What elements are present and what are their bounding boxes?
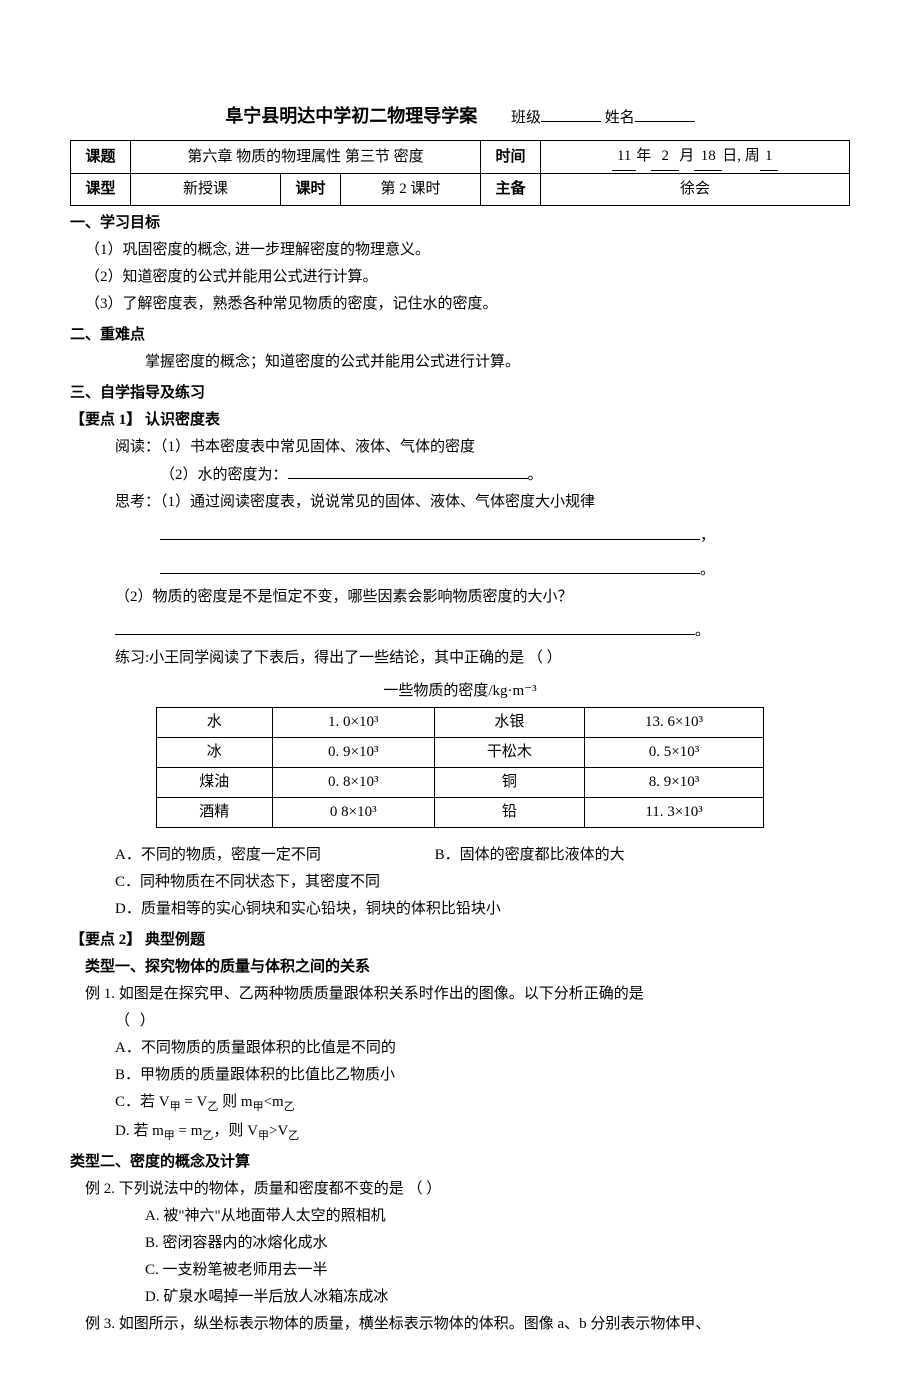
period-value: 第 2 课时 — [341, 174, 481, 206]
ex2-B: B. 密闭容器内的冰熔化成水 — [145, 1230, 850, 1257]
read-label: 阅读： — [115, 439, 160, 455]
section-3-heading: 三、自学指导及练习 — [70, 380, 850, 407]
topic-label: 课题 — [71, 141, 131, 174]
page-title-row: 阜宁县明达中学初二物理导学案 班级 姓名 — [70, 100, 850, 132]
water-density-blank — [288, 461, 528, 479]
table-row: 冰 0. 9×10³ 干松木 0. 5×10³ — [156, 738, 763, 768]
practice-line: 练习:小王同学阅读了下表后，得出了一些结论，其中正确的是 （ ） — [115, 645, 850, 672]
meta-table: 课题 第六章 物质的物理属性 第三节 密度 时间 11 年 2 月 18 日, … — [70, 140, 850, 206]
comma-1: ， — [700, 528, 715, 544]
period-label: 课时 — [281, 174, 341, 206]
s1-p2: （2）知道密度的公式并能用公式进行计算。 — [85, 264, 850, 291]
ex1-B: B．甲物质的质量跟体积的比值比乙物质小 — [115, 1062, 850, 1089]
section-2-heading: 二、重难点 — [70, 322, 850, 349]
table-row: 煤油 0. 8×10³ 铜 8. 9×10³ — [156, 768, 763, 798]
dt-r2c2: 铜 — [434, 768, 584, 798]
meta-row-1: 课题 第六章 物质的物理属性 第三节 密度 时间 11 年 2 月 18 日, … — [71, 141, 850, 174]
dt-r3c1: 0 8×10³ — [272, 798, 434, 828]
meta-row-2: 课型 新授课 课时 第 2 课时 主备 徐会 — [71, 174, 850, 206]
mc1-A: A．不同的物质，密度一定不同 — [115, 842, 321, 869]
day-val: 18 — [694, 143, 722, 171]
dt-r1c3: 0. 5×10³ — [584, 738, 763, 768]
time-value: 11 年 2 月 18 日, 周 1 — [541, 141, 850, 174]
think-line-1: 思考：（1）通过阅读密度表，说说常见的固体、液体、气体密度大小规律 — [115, 489, 850, 516]
type-value: 新授课 — [131, 174, 281, 206]
think-label: 思考： — [115, 494, 160, 510]
name-blank — [635, 121, 695, 122]
table-row: 酒精 0 8×10³ 铅 11. 3×10³ — [156, 798, 763, 828]
type-1-heading: 类型一、探究物体的质量与体积之间的关系 — [85, 954, 850, 981]
class-label: 班级 — [511, 110, 541, 126]
read-2-pre: （2）水的密度为： — [160, 467, 288, 483]
density-table-caption: 一些物质的密度/kg·m⁻³ — [70, 678, 850, 705]
read-line-1: 阅读：（1）书本密度表中常见固体、液体、气体的密度 — [115, 434, 850, 461]
ex2-stem: 例 2. 下列说法中的物体，质量和密度都不变的是 （ ） — [85, 1176, 850, 1203]
read-line-2: （2）水的密度为： 。 — [160, 461, 850, 489]
ex1-stem: 例 1. 如图是在探究甲、乙两种物质质量跟体积关系时作出的图像。以下分析正确的是 — [85, 981, 850, 1008]
table-row: 水 1. 0×10³ 水银 13. 6×10³ — [156, 708, 763, 738]
dt-r2c0: 煤油 — [156, 768, 272, 798]
period-1: 。 — [700, 562, 715, 578]
section-1-heading: 一、学习目标 — [70, 210, 850, 237]
s2-p1: 掌握密度的概念；知道密度的公式并能用公式进行计算。 — [145, 349, 850, 376]
ex1-D: D. 若 m甲 = m乙，则 V甲>V乙 — [115, 1118, 850, 1147]
think-1: （1）通过阅读密度表，说说常见的固体、液体、气体密度大小规律 — [160, 494, 595, 510]
think-line-2: （2）物质的密度是不是恒定不变，哪些因素会影响物质密度的大小？ — [115, 584, 850, 611]
dt-r0c0: 水 — [156, 708, 272, 738]
read-2-suf: 。 — [528, 467, 543, 483]
ex1-A: A．不同物质的质量跟体积的比值是不同的 — [115, 1035, 850, 1062]
practice-label: 练习: — [115, 650, 149, 666]
blank-line-1 — [160, 522, 700, 540]
dt-r0c3: 13. 6×10³ — [584, 708, 763, 738]
s1-p3: （3）了解密度表，熟悉各种常见物质的密度，记住水的密度。 — [85, 291, 850, 318]
dt-r2c1: 0. 8×10³ — [272, 768, 434, 798]
think-blank-2: 。 — [160, 556, 850, 584]
type-2-heading: 类型二、密度的概念及计算 — [70, 1149, 850, 1176]
class-blank — [541, 121, 601, 122]
think-blank-3: 。 — [115, 617, 850, 645]
dt-r3c0: 酒精 — [156, 798, 272, 828]
dt-r0c2: 水银 — [434, 708, 584, 738]
ex1-C: C．若 V甲 = V乙 则 m甲<m乙 — [115, 1089, 850, 1118]
dt-r0c1: 1. 0×10³ — [272, 708, 434, 738]
dt-r3c2: 铅 — [434, 798, 584, 828]
dt-r1c2: 干松木 — [434, 738, 584, 768]
blank-line-2 — [160, 556, 700, 574]
name-label: 姓名 — [605, 110, 635, 126]
dt-r1c1: 0. 9×10³ — [272, 738, 434, 768]
type-label: 课型 — [71, 174, 131, 206]
keypoint-1: 【要点 1】 认识密度表 — [70, 407, 850, 434]
ex1-paren: （ ） — [115, 1008, 850, 1035]
page-title: 阜宁县明达中学初二物理导学案 — [225, 100, 477, 132]
period-2: 。 — [695, 623, 710, 639]
dt-r2c3: 8. 9×10³ — [584, 768, 763, 798]
s1-p1: （1）巩固密度的概念, 进一步理解密度的物理意义。 — [85, 237, 850, 264]
year-val: 11 — [612, 143, 636, 171]
read-1: （1）书本密度表中常见固体、液体、气体的密度 — [160, 439, 475, 455]
ex3-stem: 例 3. 如图所示，纵坐标表示物体的质量，横坐标表示物体的体积。图像 a、b 分… — [85, 1311, 850, 1338]
month-val: 2 — [651, 143, 679, 171]
author-label: 主备 — [481, 174, 541, 206]
mc1-B: B．固体的密度都比液体的大 — [435, 842, 625, 869]
time-label: 时间 — [481, 141, 541, 174]
author-value: 徐会 — [541, 174, 850, 206]
ex2-C: C. 一支粉笔被老师用去一半 — [145, 1257, 850, 1284]
mc1-row-ab: A．不同的物质，密度一定不同 B．固体的密度都比液体的大 — [115, 842, 850, 869]
density-table: 水 1. 0×10³ 水银 13. 6×10³ 冰 0. 9×10³ 干松木 0… — [156, 707, 764, 828]
topic-value: 第六章 物质的物理属性 第三节 密度 — [131, 141, 481, 174]
keypoint-2: 【要点 2】 典型例题 — [70, 927, 850, 954]
mc1-D: D．质量相等的实心铜块和实心铅块，铜块的体积比铅块小 — [115, 896, 850, 923]
ex2-D: D. 矿泉水喝掉一半后放人冰箱冻成冰 — [145, 1284, 850, 1311]
title-fields: 班级 姓名 — [511, 105, 695, 132]
mc1-C: C．同种物质在不同状态下，其密度不同 — [115, 869, 850, 896]
think-blank-1: ， — [160, 522, 850, 550]
think-2: （2）物质的密度是不是恒定不变，哪些因素会影响物质密度的大小？ — [115, 589, 573, 605]
dt-r1c0: 冰 — [156, 738, 272, 768]
dt-r3c3: 11. 3×10³ — [584, 798, 763, 828]
blank-line-3 — [115, 617, 695, 635]
practice-text: 小王同学阅读了下表后，得出了一些结论，其中正确的是 （ ） — [149, 650, 562, 666]
ex2-A: A. 被"神六"从地面带人太空的照相机 — [145, 1203, 850, 1230]
week-val: 1 — [760, 143, 778, 171]
